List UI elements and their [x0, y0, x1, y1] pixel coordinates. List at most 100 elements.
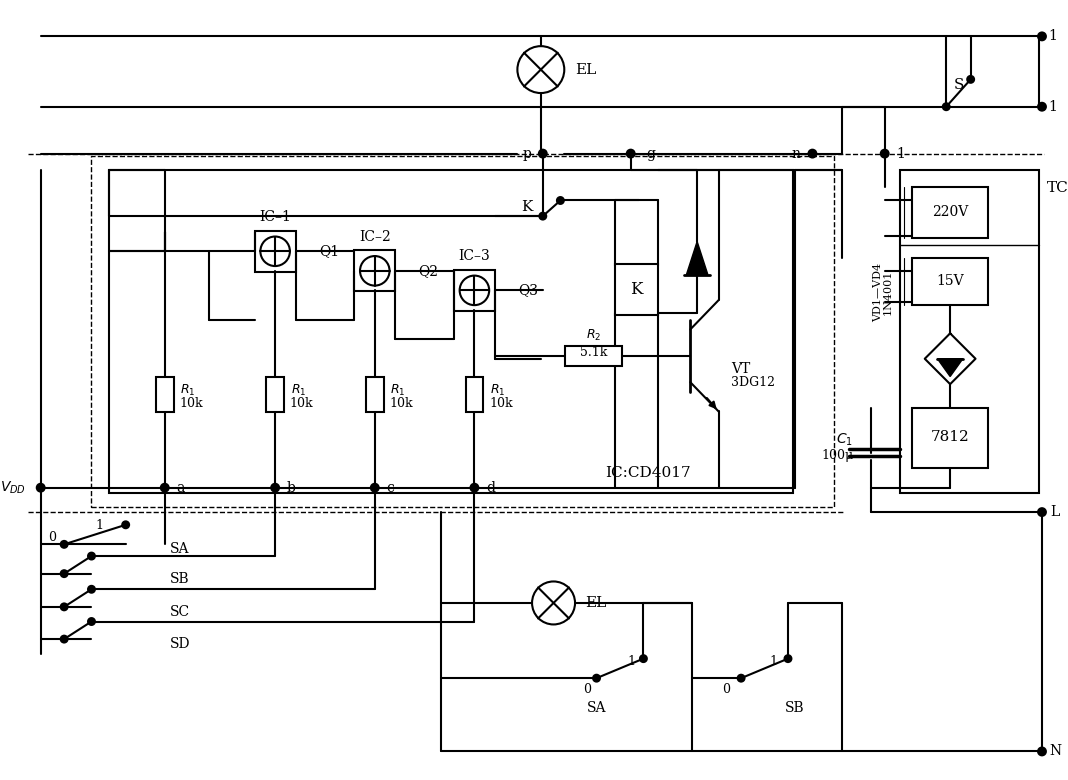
Text: 10k: 10k [179, 397, 203, 410]
Text: 0: 0 [583, 683, 591, 697]
Circle shape [88, 553, 95, 559]
Circle shape [88, 618, 95, 625]
Text: p: p [522, 147, 531, 161]
Text: L: L [1050, 505, 1059, 519]
Text: 5.1k: 5.1k [580, 346, 608, 360]
Circle shape [88, 586, 95, 593]
Circle shape [1038, 33, 1046, 41]
Text: SA: SA [586, 701, 607, 715]
Text: $R_1$: $R_1$ [490, 382, 505, 398]
Text: 0: 0 [48, 531, 57, 544]
Bar [466, 378, 483, 413]
Bar [912, 408, 988, 468]
Circle shape [371, 484, 379, 491]
Text: IC–1: IC–1 [260, 210, 292, 224]
Polygon shape [687, 242, 708, 275]
Bar [92, 155, 834, 507]
Bar [615, 264, 658, 315]
Circle shape [61, 570, 67, 577]
Text: 1: 1 [769, 655, 778, 668]
Bar [366, 378, 383, 413]
Circle shape [1038, 509, 1046, 516]
Circle shape [738, 675, 744, 682]
Text: 1N4001: 1N4001 [882, 270, 893, 315]
Text: Q2: Q2 [419, 264, 439, 278]
Bar [266, 378, 284, 413]
Text: K: K [630, 281, 643, 298]
Circle shape [161, 484, 169, 491]
Text: IC–2: IC–2 [359, 229, 391, 243]
Text: 1: 1 [1049, 30, 1057, 44]
Bar [109, 170, 792, 492]
Bar [454, 270, 494, 311]
Circle shape [943, 103, 949, 110]
Circle shape [271, 484, 279, 491]
Circle shape [122, 521, 129, 528]
Text: 1: 1 [628, 655, 635, 668]
Circle shape [61, 541, 67, 548]
Text: 1: 1 [1049, 100, 1057, 114]
Text: 3DG12: 3DG12 [732, 376, 775, 388]
Text: g: g [646, 147, 656, 161]
Circle shape [627, 150, 634, 158]
Text: VD1—VD4: VD1—VD4 [873, 263, 883, 322]
Circle shape [539, 150, 547, 158]
Circle shape [471, 484, 478, 491]
Text: VT: VT [732, 361, 751, 375]
Circle shape [1038, 103, 1046, 111]
Text: IC–3: IC–3 [458, 249, 490, 263]
Bar [900, 170, 1039, 492]
Text: SD: SD [170, 637, 190, 651]
Bar [355, 250, 395, 292]
Text: $V_{DD}$: $V_{DD}$ [0, 480, 26, 496]
Circle shape [61, 604, 67, 610]
Text: SC: SC [170, 604, 190, 619]
Text: IC:CD4017: IC:CD4017 [606, 466, 691, 480]
Text: 10k: 10k [390, 397, 413, 410]
Circle shape [881, 150, 889, 158]
Text: $C_1$: $C_1$ [836, 431, 853, 448]
Text: Q1: Q1 [319, 244, 340, 258]
Circle shape [593, 675, 600, 682]
Text: 10k: 10k [489, 397, 513, 410]
Circle shape [1038, 747, 1046, 755]
Text: n: n [791, 147, 801, 161]
Text: a: a [176, 480, 185, 495]
Circle shape [640, 655, 647, 662]
Text: $R_1$: $R_1$ [180, 382, 195, 398]
Circle shape [539, 213, 546, 219]
Text: SA: SA [170, 542, 189, 556]
Circle shape [61, 636, 67, 643]
Bar [565, 346, 622, 366]
Circle shape [968, 76, 974, 83]
Text: 1: 1 [95, 519, 104, 532]
Bar [156, 378, 173, 413]
Text: c: c [387, 480, 394, 495]
Text: TC: TC [1047, 181, 1068, 195]
Text: S: S [954, 78, 964, 92]
Circle shape [556, 197, 564, 204]
Text: 1: 1 [896, 147, 906, 161]
Bar [254, 231, 296, 271]
Bar [912, 187, 988, 238]
Polygon shape [938, 359, 963, 377]
Text: Q3: Q3 [518, 283, 538, 297]
Text: SB: SB [785, 701, 804, 715]
Text: EL: EL [585, 596, 606, 610]
Text: EL: EL [575, 62, 596, 76]
Text: b: b [287, 480, 296, 495]
Text: $R_1$: $R_1$ [391, 382, 406, 398]
Text: d: d [486, 480, 496, 495]
Text: 15V: 15V [937, 274, 964, 288]
Circle shape [785, 655, 791, 662]
Text: N: N [1050, 744, 1062, 758]
Text: SB: SB [170, 572, 189, 586]
Circle shape [36, 484, 45, 491]
Text: K: K [521, 200, 533, 215]
Text: 10k: 10k [289, 397, 313, 410]
Circle shape [808, 150, 816, 158]
Text: 0: 0 [722, 683, 731, 697]
Bar [912, 258, 988, 305]
Text: $R_1$: $R_1$ [290, 382, 307, 398]
Text: 220V: 220V [932, 205, 969, 219]
